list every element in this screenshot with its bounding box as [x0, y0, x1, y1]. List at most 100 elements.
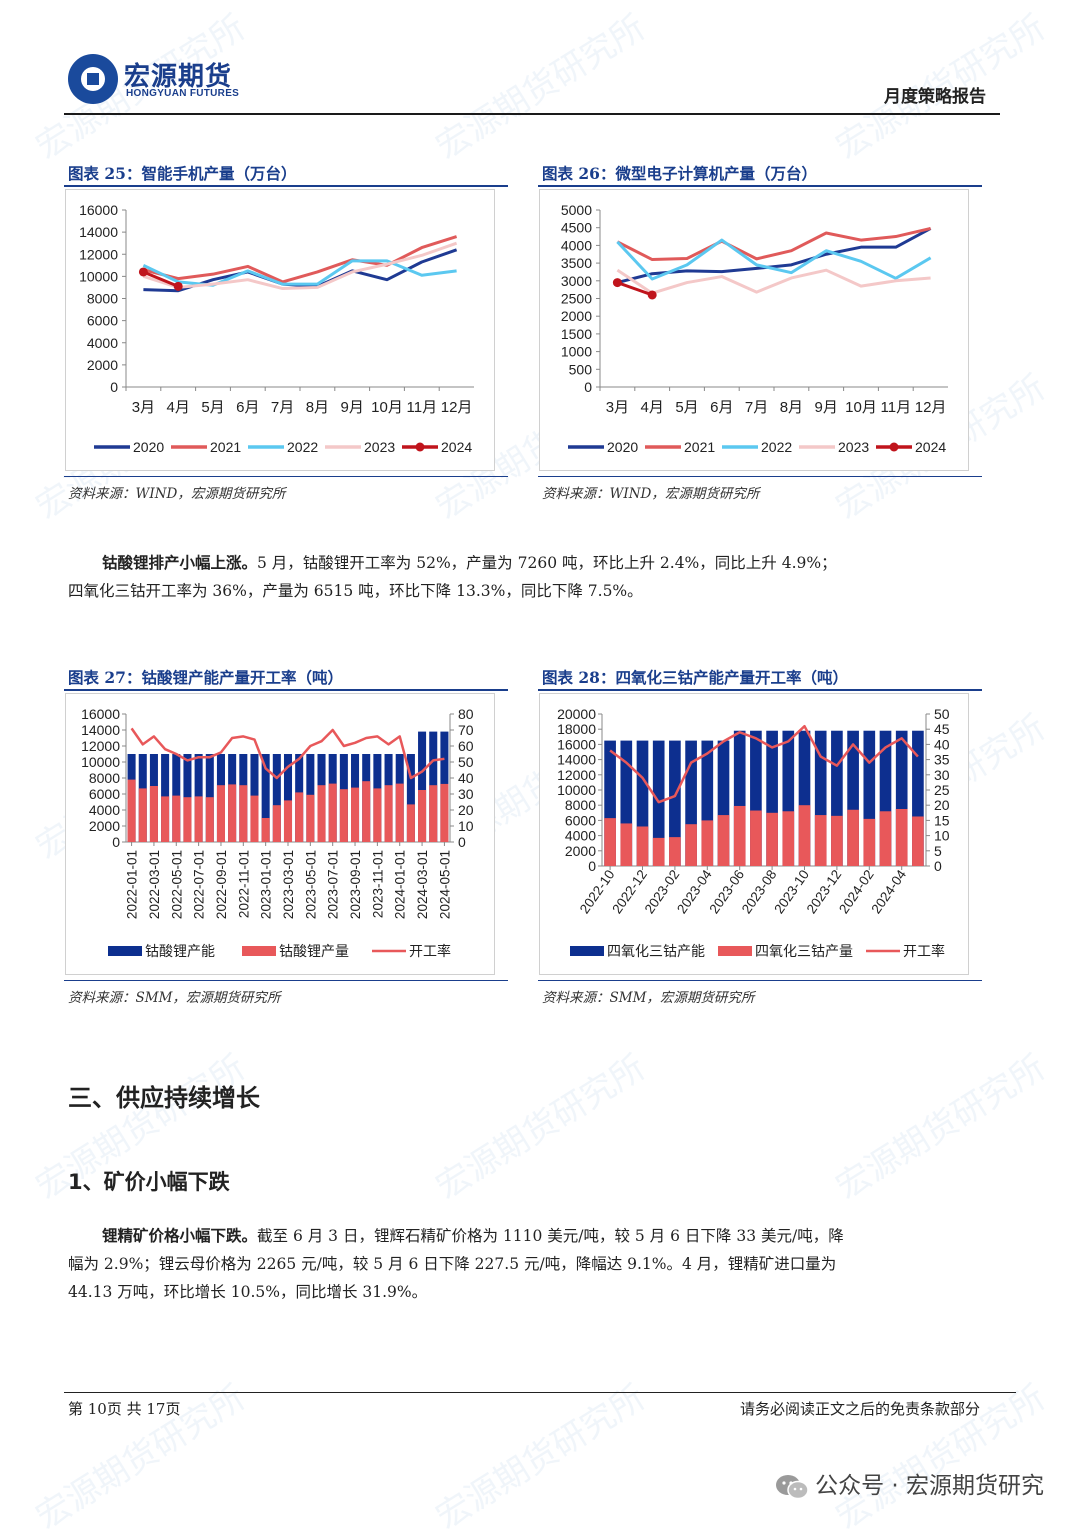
- series-point-2024: [173, 281, 183, 291]
- legend-label: 钴酸锂产能: [145, 943, 215, 959]
- y-tick-label: 12000: [81, 738, 120, 754]
- bar-production: [194, 796, 203, 842]
- bar-production: [814, 815, 827, 866]
- bar-production: [750, 810, 762, 866]
- bar-capacity: [669, 740, 681, 866]
- series-point-2024: [647, 290, 657, 300]
- legend-swatch: [108, 946, 142, 956]
- figure-25-rule: [64, 185, 508, 187]
- series-line-2021: [616, 226, 931, 262]
- series-line-2022: [616, 238, 932, 281]
- watermark-text: 宏源期货研究所: [429, 1377, 653, 1538]
- x-tick-label: 2024-01-01: [393, 850, 408, 919]
- y-tick-label: 1000: [561, 344, 592, 360]
- y2-tick-label: 25: [934, 782, 950, 798]
- watermark-text: 宏源期货研究所: [429, 7, 653, 168]
- bar-production: [261, 818, 270, 842]
- x-tick-label: 2023-07-01: [326, 850, 341, 919]
- bar-production: [127, 779, 136, 842]
- x-tick-label: 6月: [236, 399, 259, 416]
- bar-production: [429, 785, 438, 842]
- y-tick-label: 8000: [87, 291, 118, 307]
- watermark-text: 宏源期货研究所: [829, 1047, 1053, 1208]
- x-tick-label: 11月: [881, 399, 912, 416]
- watermark-text: 宏源期货研究所: [29, 1377, 253, 1538]
- series-line-2024: [616, 281, 653, 297]
- logo-name-cn: 宏源期货: [124, 62, 233, 92]
- y-tick-label: 12000: [79, 246, 118, 262]
- bar-capacity: [895, 730, 908, 866]
- legend-marker-2024: [889, 442, 899, 452]
- bar-production: [283, 800, 293, 842]
- figure-26-source: 资料来源：WIND，宏源期货研究所: [542, 486, 760, 502]
- x-tick-label: 11月: [407, 399, 438, 416]
- bar-capacity: [847, 730, 859, 866]
- bar-capacity: [685, 740, 697, 866]
- bar-production: [317, 785, 326, 842]
- legend-label-2020: 2020: [133, 439, 164, 455]
- bar-production: [418, 790, 427, 842]
- y-tick-label: 18000: [557, 721, 596, 737]
- paragraph-cobalt: 钴酸锂排产小幅上涨。5 月，钴酸锂开工率为 52%，产量为 7260 吨，环比上…: [68, 549, 848, 605]
- legend-swatch: [570, 946, 604, 956]
- y-tick-label: 16000: [79, 202, 118, 218]
- bar-production: [863, 818, 876, 866]
- y-tick-label: 4000: [89, 802, 120, 818]
- x-tick-label: 3月: [606, 399, 629, 416]
- x-tick-label: 2022-09-01: [214, 850, 229, 919]
- wechat-account-name: 公众号 · 宏源期货研究: [815, 1473, 1044, 1499]
- legend-label-2022: 2022: [287, 439, 318, 455]
- series-line-utilization: [609, 724, 919, 804]
- figure-27-title: 图表 27：钴酸锂产能产量开工率（吨）: [68, 668, 343, 687]
- bar-capacity: [717, 740, 730, 866]
- y-tick-label: 1500: [561, 326, 592, 342]
- figure-28-title: 图表 28：四氧化三钴产能产量开工率（吨）: [542, 668, 848, 687]
- bar-production: [351, 787, 360, 842]
- bar-production: [373, 788, 382, 842]
- legend-swatch: [242, 946, 276, 956]
- y2-tick-label: 20: [934, 797, 950, 813]
- legend-swatch: [718, 946, 752, 956]
- paragraph-lithium-ore: 锂精矿价格小幅下跌。截至 6 月 3 日，锂辉石精矿价格为 1110 美元/吨，…: [68, 1222, 848, 1306]
- x-tick-label: 5月: [675, 399, 698, 416]
- y-tick-label: 2000: [89, 818, 120, 834]
- y-tick-label: 5000: [561, 202, 592, 218]
- bar-capacity: [912, 730, 924, 866]
- legend-label-2022: 2022: [761, 439, 792, 455]
- x-tick-label: 2024-05-01: [437, 850, 452, 919]
- bar-production: [172, 795, 181, 842]
- figure-27-source: 资料来源：SMM，宏源期货研究所: [68, 990, 281, 1006]
- bar-production: [250, 795, 259, 842]
- y-tick-label: 0: [588, 858, 596, 874]
- section-heading: 三、供应持续增长: [68, 1084, 260, 1112]
- logo-mark-icon: [68, 54, 118, 104]
- y2-tick-label: 45: [934, 721, 950, 737]
- figure-25-source-rule: [64, 476, 508, 477]
- bar-capacity: [406, 754, 415, 842]
- figure-27-rule: [64, 689, 508, 691]
- figure-25-chart: 0 2000 4000 6000 8000 10000 12000 14000 16000 3月 4…: [65, 189, 495, 471]
- y-tick-label: 4000: [561, 237, 592, 253]
- y-tick-label: 3500: [561, 255, 592, 271]
- x-tick-label: 2024-04: [868, 867, 909, 917]
- legend-label: 钴酸锂产量: [279, 943, 349, 959]
- y-tick-label: 8000: [565, 797, 596, 813]
- y2-tick-label: 20: [458, 802, 474, 818]
- figure-27-source-rule: [64, 980, 508, 981]
- bar-capacity: [863, 730, 876, 866]
- wechat-account: 公众号 · 宏源期货研究: [775, 1466, 1044, 1501]
- company-logo: 宏源期货 HONGYUAN FUTURES: [68, 52, 268, 108]
- x-tick-label: 2023-11-01: [370, 850, 385, 918]
- bar-production: [685, 824, 697, 866]
- figure-26-rule: [538, 185, 982, 187]
- y-tick-label: 2500: [561, 291, 592, 307]
- figure-28-source-rule: [538, 980, 982, 981]
- legend-label-2021: 2021: [210, 439, 241, 455]
- header-divider: [64, 113, 1000, 115]
- legend-label-2020: 2020: [607, 439, 638, 455]
- y-tick-label: 12000: [557, 767, 596, 783]
- series-line-2023: [142, 241, 458, 291]
- bar-production: [733, 805, 746, 866]
- bar-production: [879, 811, 892, 866]
- x-tick-label: 7月: [745, 399, 768, 416]
